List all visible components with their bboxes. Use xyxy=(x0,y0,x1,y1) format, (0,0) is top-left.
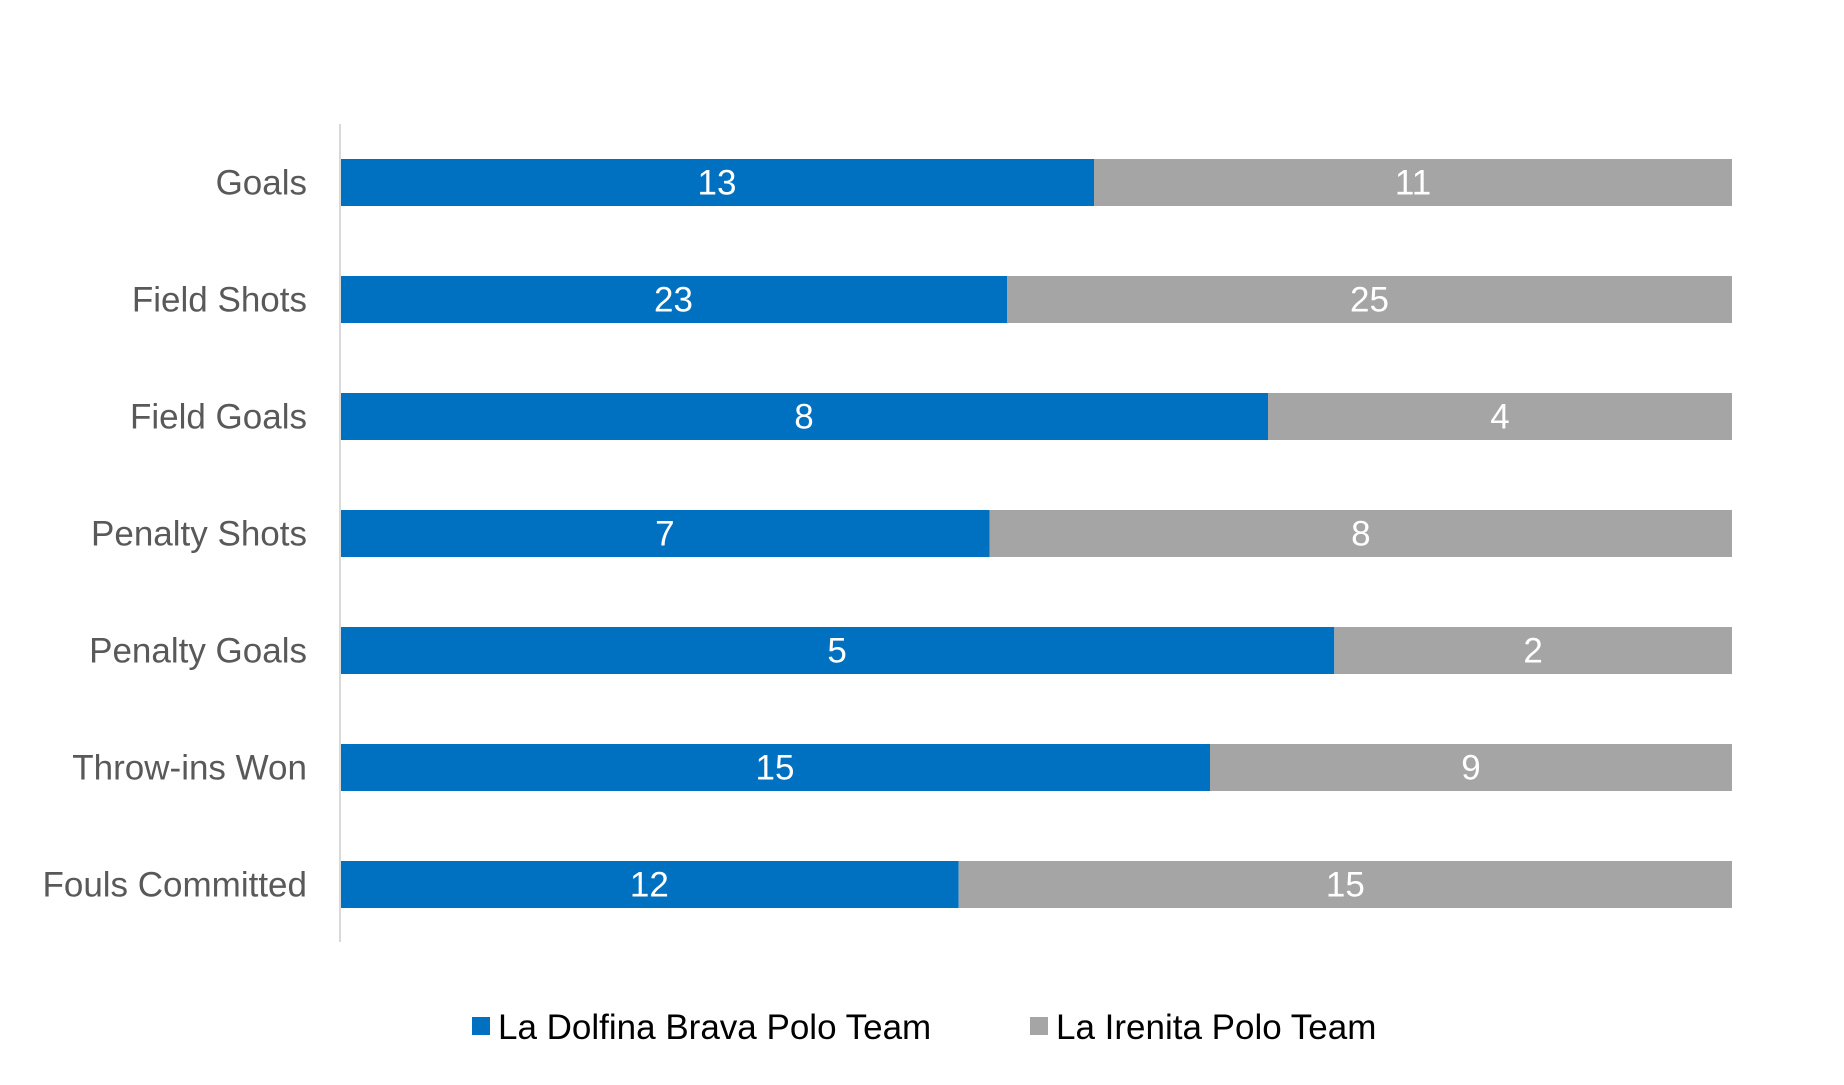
category-label: Penalty Goals xyxy=(89,632,307,671)
bar-segment-series-1 xyxy=(1094,159,1732,206)
data-label: 23 xyxy=(654,281,693,320)
bar-segment-series-1 xyxy=(989,510,1732,557)
bar-segment-series-0 xyxy=(340,861,959,908)
data-label: 8 xyxy=(794,398,813,437)
data-label: 25 xyxy=(1350,281,1389,320)
category-label: Field Shots xyxy=(132,281,307,320)
data-label: 12 xyxy=(630,866,669,905)
bar-segment-series-1 xyxy=(1334,627,1732,674)
category-label: Fouls Committed xyxy=(42,866,307,905)
bar-segment-series-0 xyxy=(340,627,1335,674)
legend: La Dolfina Brava Polo Team La Irenita Po… xyxy=(472,1008,1376,1047)
bar-segment-series-1 xyxy=(958,861,1732,908)
data-label: 8 xyxy=(1351,515,1370,554)
bar-segment-series-1 xyxy=(1268,393,1732,440)
data-label: 5 xyxy=(827,632,846,671)
legend-label-series-0: La Dolfina Brava Polo Team xyxy=(498,1008,931,1047)
bar-segment-series-0 xyxy=(340,510,990,557)
category-label: Goals xyxy=(216,164,307,203)
data-label: 9 xyxy=(1461,749,1480,788)
data-label: 2 xyxy=(1523,632,1542,671)
bar-segment-series-0 xyxy=(340,744,1210,791)
legend-swatch-series-1 xyxy=(1030,1017,1048,1035)
data-label: 13 xyxy=(698,164,737,203)
bar-segment-series-1 xyxy=(1007,276,1732,323)
bar-segment-series-1 xyxy=(1210,744,1732,791)
bar-segment-series-0 xyxy=(340,159,1094,206)
legend-label-series-1: La Irenita Polo Team xyxy=(1056,1008,1376,1047)
data-label: 15 xyxy=(756,749,795,788)
legend-swatch-series-0 xyxy=(472,1017,490,1035)
data-label: 15 xyxy=(1326,866,1365,905)
category-label: Throw-ins Won xyxy=(72,749,307,788)
data-label: 7 xyxy=(655,515,674,554)
category-label: Field Goals xyxy=(130,398,307,437)
bar-segment-series-0 xyxy=(340,393,1268,440)
bar-segment-series-0 xyxy=(340,276,1007,323)
data-label: 11 xyxy=(1395,164,1431,203)
category-label: Penalty Shots xyxy=(91,515,307,554)
data-label: 4 xyxy=(1490,398,1509,437)
